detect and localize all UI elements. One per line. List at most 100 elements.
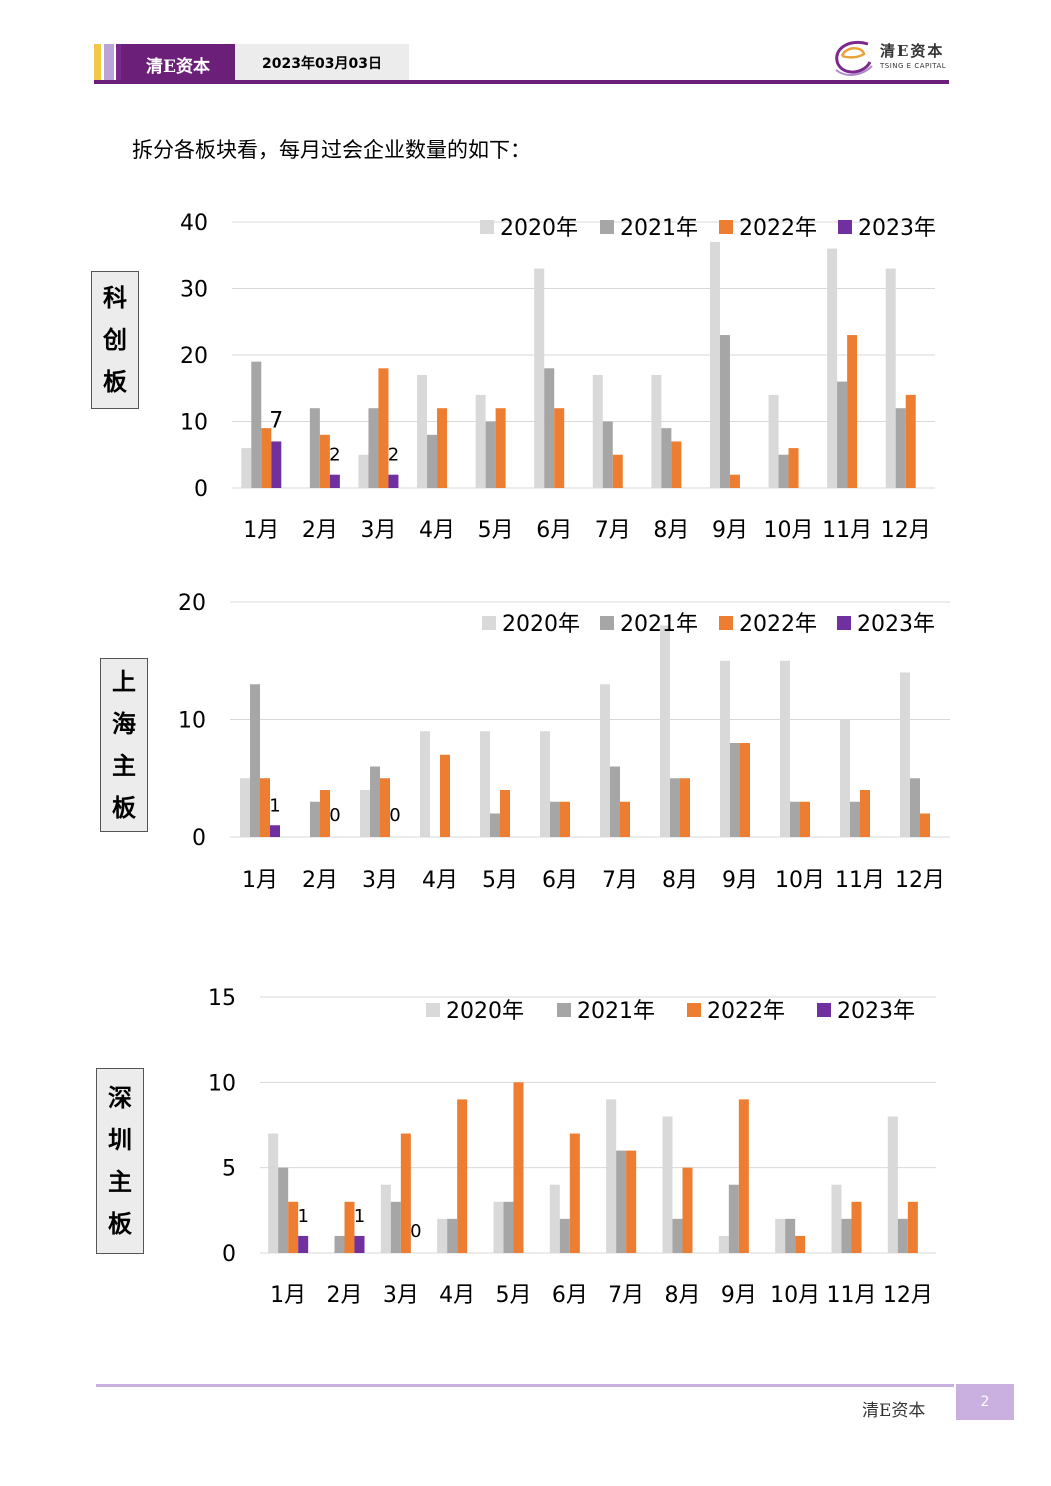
board-label-char: 圳: [108, 1126, 132, 1154]
bar-2021: [897, 1218, 908, 1253]
bar-2020: [662, 1116, 673, 1253]
y-tick-label: 10: [180, 411, 208, 436]
data-label: 2: [388, 445, 399, 466]
x-tick-label: 8月: [662, 868, 698, 893]
bar-2021: [602, 421, 613, 488]
bar-2020: [660, 625, 670, 837]
bar-2020: [840, 719, 850, 837]
bar-2022: [554, 408, 565, 488]
legend-label: 2020年: [502, 612, 580, 637]
bar-2022: [500, 790, 510, 837]
bar-2021: [309, 408, 320, 488]
y-tick-label: 20: [180, 344, 208, 369]
header-rule: [94, 80, 949, 84]
legend-swatch-2020: [482, 616, 496, 630]
legend-swatch-2023: [817, 1003, 831, 1017]
x-tick-label: 7月: [595, 518, 631, 543]
bar-2022: [788, 448, 799, 488]
bar-2021: [550, 801, 560, 837]
legend-label: 2021年: [577, 999, 655, 1024]
board-label-char: 主: [112, 752, 136, 780]
bar-2021: [616, 1150, 627, 1253]
legend-label: 2022年: [739, 612, 817, 637]
board-label-char: 板: [112, 794, 136, 822]
x-tick-label: 1月: [243, 518, 279, 543]
bar-2022: [671, 441, 682, 488]
bar-2022: [620, 801, 630, 837]
board-label-char: 主: [108, 1168, 132, 1196]
bar-2022: [261, 428, 272, 488]
legend-label: 2021年: [620, 216, 698, 241]
bar-2022: [626, 1150, 637, 1253]
bar-2021: [334, 1235, 345, 1253]
swirl-logo-icon: [835, 41, 873, 76]
x-tick-label: 4月: [422, 868, 458, 893]
bar-2021: [278, 1167, 289, 1253]
bar-2022: [457, 1099, 468, 1253]
bar-2021: [559, 1218, 570, 1253]
legend-swatch-2020: [426, 1003, 440, 1017]
bar-2022: [740, 743, 750, 837]
bar-2020: [493, 1201, 504, 1253]
legend-label: 2023年: [858, 216, 936, 241]
y-tick-label: 10: [178, 709, 206, 734]
bar-2020: [718, 1235, 729, 1253]
legend-label: 2022年: [739, 216, 817, 241]
bar-2021: [778, 454, 789, 488]
x-tick-label: 12月: [883, 1283, 933, 1308]
x-tick-label: 11月: [827, 1283, 877, 1308]
bar-2020: [709, 241, 720, 488]
x-tick-label: 2月: [327, 1283, 363, 1308]
x-tick-label: 6月: [536, 518, 572, 543]
x-tick-label: 2月: [302, 868, 338, 893]
bar-2023: [298, 1235, 309, 1253]
bar-2020: [592, 374, 603, 488]
bar-2021: [661, 428, 672, 488]
legend-swatch-2022: [719, 616, 733, 630]
y-tick-label: 0: [192, 826, 206, 851]
bar-2020: [437, 1218, 448, 1253]
logo-text-en: TSING E CAPITAL: [880, 62, 947, 70]
header-stripe-yellow: [94, 44, 101, 84]
board-label-char: 深: [108, 1084, 132, 1112]
x-tick-label: 4月: [419, 518, 455, 543]
bar-2020: [360, 790, 370, 837]
bar-2020: [241, 448, 252, 488]
board-label-char: 板: [108, 1210, 132, 1238]
bar-2022: [800, 801, 810, 837]
bar-2021: [390, 1201, 401, 1253]
bar-2022: [288, 1201, 299, 1253]
bar-2020: [885, 268, 896, 488]
bar-2022: [560, 801, 570, 837]
legend-swatch-2022: [687, 1003, 701, 1017]
bar-2021: [610, 766, 620, 837]
bar-2020: [831, 1184, 842, 1253]
x-tick-label: 2月: [302, 518, 338, 543]
x-tick-label: 5月: [482, 868, 518, 893]
bar-2020: [606, 1099, 617, 1253]
board-label-char: 海: [112, 710, 136, 738]
legend-swatch-2021: [600, 616, 614, 630]
legend-swatch-2020: [480, 220, 494, 234]
bar-2022: [380, 778, 390, 837]
bar-2021: [503, 1201, 514, 1253]
footer-brand: 清E资本: [862, 1401, 926, 1421]
x-tick-label: 11月: [822, 518, 872, 543]
bar-2022: [400, 1133, 411, 1253]
bar-2021: [785, 1218, 796, 1253]
bar-2021: [427, 434, 438, 488]
bar-2020: [534, 268, 545, 488]
legend-swatch-2023: [837, 616, 851, 630]
x-tick-label: 3月: [360, 518, 396, 543]
legend-swatch-2023: [838, 220, 852, 234]
x-tick-label: 3月: [383, 1283, 419, 1308]
bar-2021: [485, 421, 496, 488]
bar-2020: [268, 1133, 279, 1253]
bar-2020: [780, 660, 790, 837]
data-label: 1: [269, 795, 280, 816]
y-tick-label: 0: [222, 1242, 236, 1267]
bar-2021: [837, 381, 848, 488]
header-stripe-purple: [116, 44, 121, 84]
x-tick-label: 8月: [653, 518, 689, 543]
